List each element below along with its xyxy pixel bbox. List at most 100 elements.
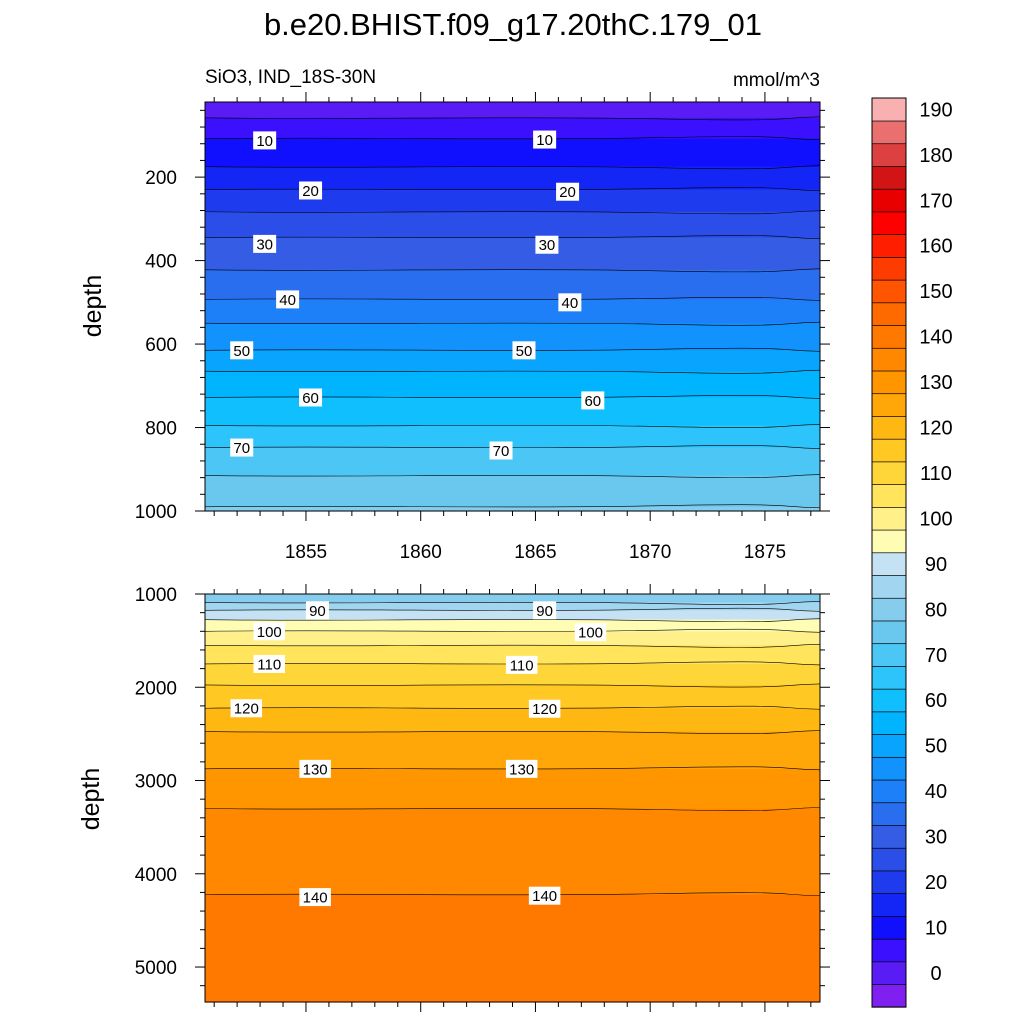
colorbar-label: 140 [919,327,952,349]
y-tick-label: 3000 [135,772,177,793]
colorbar-swatch [871,143,907,167]
upper-plot-fills [205,102,820,512]
upper-contour-labels: 10 10 20 20 30 30 40 40 50 50 60 60 70 70 [230,130,605,460]
svg-text:90: 90 [536,603,553,620]
svg-text:50: 50 [516,343,533,360]
upper-panel: 10 10 20 20 30 30 40 40 50 50 60 60 70 70 1855 1860 186… [79,92,830,563]
colorbar-swatch [871,97,907,122]
y-tick-label: 400 [145,252,177,273]
x-tick-label: 1855 [285,542,327,563]
contour-label: 90 [533,601,557,620]
contour-band [205,631,820,646]
contour-band [205,645,820,665]
colorbar-swatch [871,915,907,940]
colorbar-swatch [871,688,907,713]
contour-line [204,807,821,811]
colorbar-label: 150 [919,281,952,303]
y-tick-label: 5000 [135,958,177,979]
contour-label: 140 [299,888,331,907]
colorbar-swatch [871,711,907,735]
contour-label: 70 [489,441,513,460]
svg-text:40: 40 [279,292,296,309]
colorbar-swatch [871,597,907,622]
colorbar-swatch [871,120,907,145]
contour-band [205,684,820,709]
contour-band [205,506,820,512]
x-tick-label: 1865 [514,542,556,563]
svg-text:50: 50 [233,343,250,360]
colorbar-label: 90 [925,554,947,576]
svg-text:100: 100 [578,625,603,642]
lower-axes: 1000 2000 3000 4000 5000 [135,584,830,1012]
contour-label: 70 [230,438,254,457]
contour-label: 50 [512,341,536,360]
colorbar-swatch [871,438,907,463]
colorbar-swatch [871,779,907,804]
colorbar-swatch [871,893,907,917]
colorbar-swatch [871,415,907,440]
contour-label: 40 [276,290,300,309]
contour-label: 60 [581,391,605,410]
svg-text:60: 60 [302,390,319,407]
contour-band [205,117,820,140]
y-tick-label: 2000 [135,678,177,699]
lower-plot-fills [205,594,820,1003]
colorbar-swatch [871,870,907,895]
contour-band [205,594,820,603]
colorbar-label: 30 [925,827,947,849]
contour-label: 130 [505,759,538,778]
contour-band [205,269,820,301]
colorbar-label: 180 [919,145,952,167]
contour-label: 10 [533,130,557,149]
contour-band [205,299,820,324]
contour-label: 40 [558,293,582,312]
colorbar-swatch [871,347,907,372]
contour-line [204,369,821,374]
contour-line [204,504,821,509]
colorbar-swatch [871,279,907,304]
upper-contour-lines [204,116,821,509]
colorbar-swatch [871,211,907,235]
contour-label: 110 [253,654,286,673]
colorbar-swatch [871,256,907,281]
svg-text:10: 10 [256,133,273,150]
svg-text:20: 20 [302,183,319,200]
contour-line [204,474,821,478]
colorbar-swatch [871,733,907,758]
colorbar-label: 60 [925,690,947,712]
svg-text:140: 140 [303,890,328,907]
colorbar-swatch [871,461,907,485]
contour-band [205,102,820,119]
colorbar-label: 0 [930,963,941,985]
contour-line [204,165,821,170]
colorbar-swatch [871,756,907,781]
svg-text:60: 60 [584,393,601,410]
contour-label: 110 [505,655,538,674]
colorbar-label: 40 [925,781,947,803]
x-tick-label: 1860 [400,542,442,563]
upper-y-axis-label: depth [79,275,107,338]
y-tick-label: 600 [145,335,177,356]
colorbar-swatch [871,938,907,963]
contour-line [204,683,821,688]
contour-band [205,350,820,372]
colorbar-swatch [871,620,907,645]
svg-text:30: 30 [256,236,273,253]
contour-band [205,237,820,271]
svg-text:30: 30 [539,237,556,254]
colorbar-swatch [871,393,907,417]
contour-label: 50 [230,341,254,360]
colorbar-swatch [871,665,907,690]
colorbar-label: 190 [919,99,952,121]
y-tick-label: 200 [145,168,177,189]
y-tick-label: 800 [145,419,177,440]
colorbar-swatch [871,370,907,395]
colorbar-swatch [871,824,907,849]
contour-label: 140 [528,886,561,905]
colorbar-swatch [871,234,907,258]
contour-label: 60 [299,388,323,407]
contour-band [205,371,820,399]
contour-label: 100 [253,622,286,641]
contour-label: 90 [305,601,329,620]
contour-band [205,138,820,168]
